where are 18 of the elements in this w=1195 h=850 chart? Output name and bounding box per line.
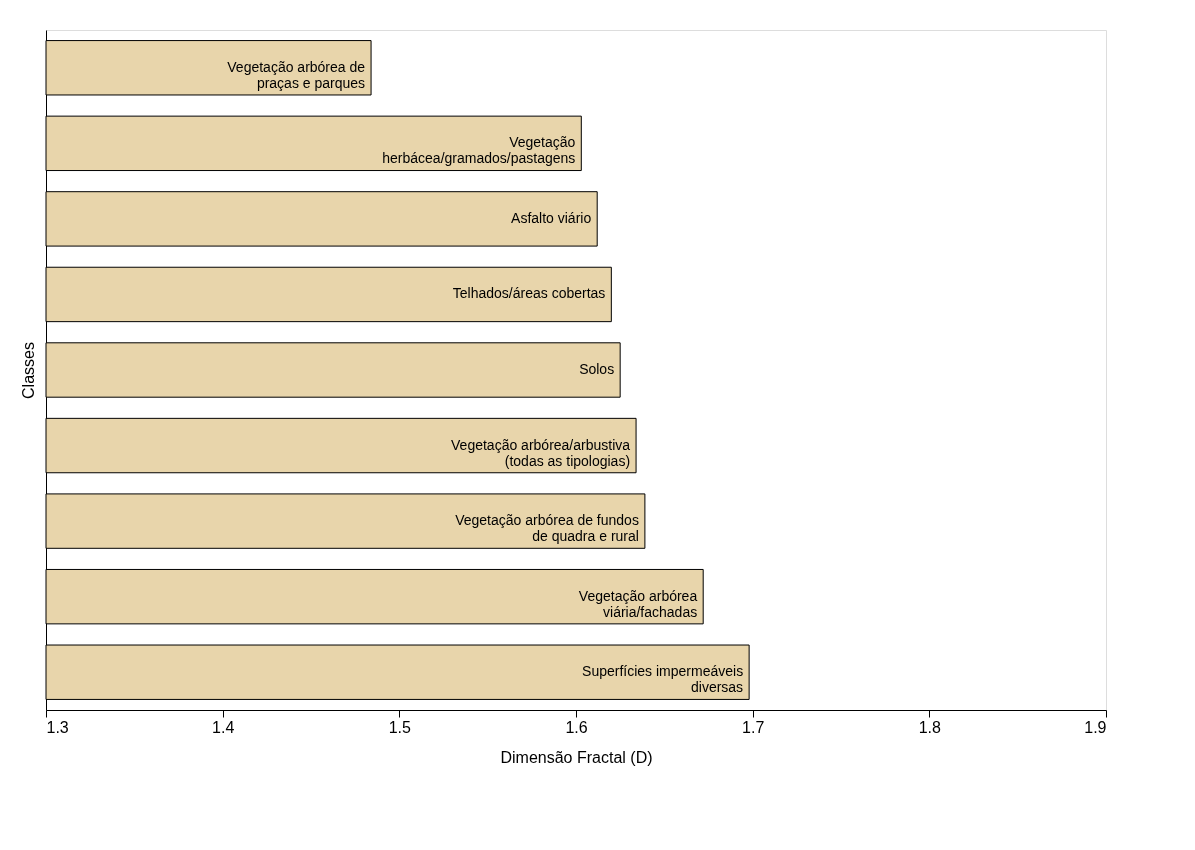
y-tick-label: Superfícies impermeáveis diversas — [582, 663, 744, 696]
y-tick-label: Vegetação arbórea/arbustiva (todas as tipologias) — [451, 436, 631, 469]
x-tick-label: 1.4 — [212, 718, 235, 736]
y-tick-label: Telhados/áreas cobertas — [452, 285, 606, 302]
y-tick-label: Solos — [579, 361, 615, 377]
x-axis-title: Dimensão Fractal (D) — [500, 748, 653, 766]
y-tick-label: Vegetação arbórea viária/fachadas — [578, 587, 698, 620]
x-tick-label: 1.6 — [565, 718, 588, 736]
y-tick-label: Asfalto viário — [511, 209, 592, 226]
y-axis-title: Classes — [19, 342, 37, 399]
y-tick-label: Vegetação arbórea de fundos de quadra e rural — [455, 512, 639, 545]
x-tick-label: 1.3 — [46, 718, 69, 736]
x-tick-label: 1.7 — [742, 718, 765, 736]
x-tick-label: 1.8 — [918, 718, 942, 736]
x-tick-label: 1.9 — [1084, 718, 1107, 736]
y-tick-label: Vegetação herbácea/gramados/pastagens — [382, 134, 576, 167]
y-tick-label: Vegetação arbórea de praças e parques — [227, 58, 366, 91]
x-tick-label: 1.5 — [388, 718, 412, 736]
